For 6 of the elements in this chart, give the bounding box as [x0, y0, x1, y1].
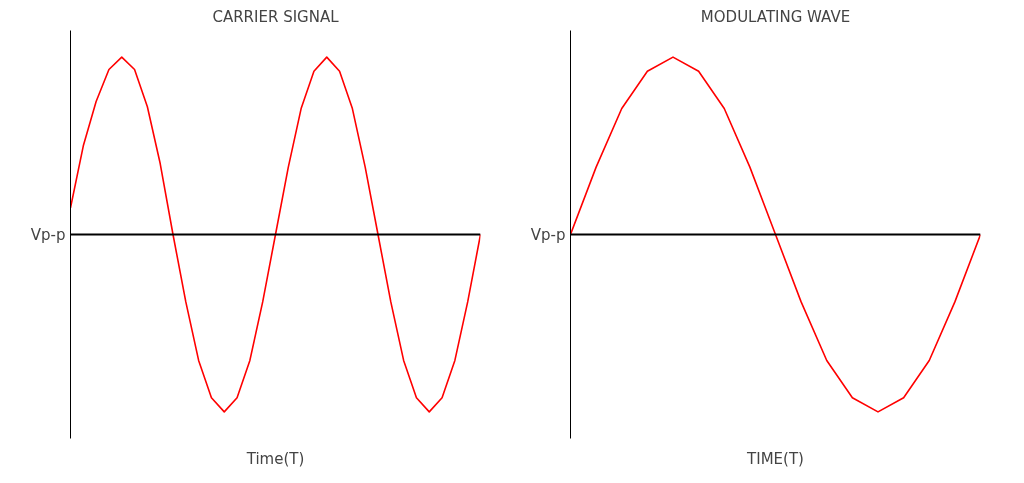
y-axis-title: Vp-p — [30, 225, 66, 244]
chart-title: CARRIER SIGNAL — [212, 7, 340, 26]
y-axis-title: Vp-p — [530, 225, 566, 244]
x-axis-title: Time(T) — [245, 449, 305, 468]
x-axis-title: TIME(T) — [746, 449, 804, 468]
chart-title: MODULATING WAVE — [700, 7, 851, 26]
